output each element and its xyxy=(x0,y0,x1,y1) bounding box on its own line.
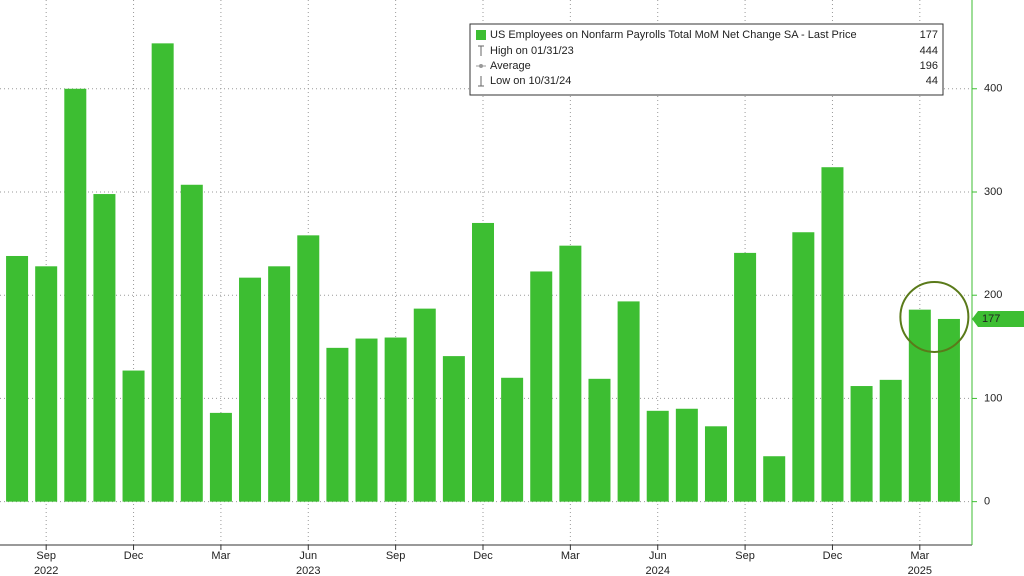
x-group-label: 2023 xyxy=(296,565,320,576)
annotation-circle xyxy=(899,280,970,353)
bar xyxy=(35,266,58,502)
bar xyxy=(501,377,524,502)
bar xyxy=(879,379,902,502)
legend-label: Low on 10/31/24 xyxy=(490,75,571,87)
bar xyxy=(530,271,553,502)
legend-label: High on 01/31/23 xyxy=(490,45,574,57)
last-price-tag xyxy=(972,310,1024,327)
bar xyxy=(821,167,844,502)
bar xyxy=(937,318,960,502)
bar xyxy=(675,408,698,502)
legend-title: US Employees on Nonfarm Payrolls Total M… xyxy=(490,29,857,41)
legend-label: Average xyxy=(490,60,531,72)
y-tick-label: 100 xyxy=(984,392,1002,404)
legend-value: 177 xyxy=(920,29,938,41)
x-tick-label: Jun xyxy=(649,550,667,562)
bar xyxy=(763,456,786,502)
bar xyxy=(122,370,145,502)
y-tick-label: 0 xyxy=(984,496,990,508)
bar xyxy=(180,184,203,502)
average-icon xyxy=(479,64,483,68)
x-tick-label: Mar xyxy=(561,550,580,562)
bar xyxy=(355,338,378,502)
y-tick-label: 300 xyxy=(984,186,1002,198)
bar xyxy=(734,252,757,502)
high-icon xyxy=(478,45,484,56)
legend-value: 196 xyxy=(920,60,938,72)
bar xyxy=(151,43,174,502)
bar xyxy=(559,245,582,502)
legend-box xyxy=(469,23,944,96)
bar xyxy=(384,337,407,502)
bar xyxy=(268,266,291,502)
bar xyxy=(64,88,87,502)
bar xyxy=(209,412,232,502)
bar xyxy=(6,255,29,502)
x-tick-label: Sep xyxy=(735,550,755,562)
x-tick-label: Jun xyxy=(299,550,317,562)
bar xyxy=(442,356,465,502)
bar xyxy=(297,235,320,502)
bar xyxy=(472,222,494,502)
x-group-label: 2025 xyxy=(908,565,932,576)
x-tick-label: Mar xyxy=(211,550,230,562)
bar xyxy=(588,378,611,502)
bar xyxy=(93,194,116,502)
x-tick-label: Mar xyxy=(910,550,929,562)
bar xyxy=(617,301,640,502)
legend: US Employees on Nonfarm Payrolls Total M… xyxy=(469,23,944,96)
bar xyxy=(850,386,873,502)
y-tick-label: 200 xyxy=(984,289,1002,301)
bar xyxy=(326,347,349,502)
legend-value: 444 xyxy=(920,45,938,57)
x-group-label: 2024 xyxy=(645,565,669,576)
bar xyxy=(646,410,669,502)
legend-swatch xyxy=(476,30,486,40)
bar xyxy=(792,232,815,502)
bar xyxy=(908,309,931,502)
x-tick-label: Dec xyxy=(124,550,144,562)
x-tick-label: Dec xyxy=(823,550,843,562)
last-price-label: 177 xyxy=(982,313,1000,325)
x-tick-label: Sep xyxy=(386,550,406,562)
x-tick-label: Dec xyxy=(473,550,493,562)
legend-value: 44 xyxy=(926,75,938,87)
low-icon xyxy=(478,76,484,87)
bar xyxy=(413,308,436,502)
y-tick-label: 400 xyxy=(984,83,1002,95)
x-tick-label: Sep xyxy=(36,550,56,562)
bar xyxy=(239,277,262,502)
bar xyxy=(704,426,727,502)
x-group-label: 2022 xyxy=(34,565,58,576)
